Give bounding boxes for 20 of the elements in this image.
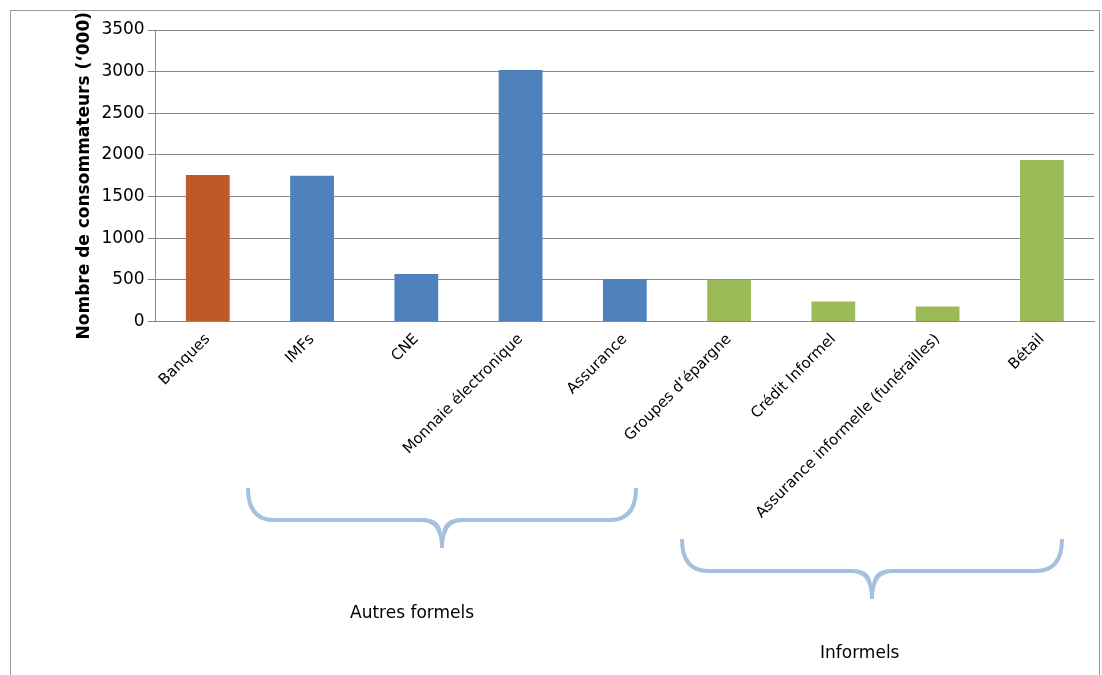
y-tick-label: 1000 bbox=[101, 226, 145, 247]
y-tick-label: 0 bbox=[133, 309, 145, 330]
y-tick-label: 1500 bbox=[101, 184, 145, 205]
text: Informels bbox=[820, 642, 900, 662]
bar bbox=[811, 301, 856, 321]
text: Autres formels bbox=[350, 602, 475, 622]
y-tick-label: 2000 bbox=[101, 143, 145, 164]
bar bbox=[1019, 159, 1064, 321]
y-axis-title: Nombre de consommateurs (‘000) bbox=[72, 12, 93, 340]
y-tick-label: 500 bbox=[112, 268, 145, 289]
bar bbox=[915, 306, 960, 321]
y-tick-label: 3000 bbox=[101, 60, 145, 81]
bar bbox=[498, 69, 543, 321]
bar bbox=[602, 279, 647, 321]
bar bbox=[185, 174, 230, 321]
bar bbox=[290, 175, 334, 321]
y-tick-label: 3500 bbox=[101, 18, 145, 39]
y-tick-label: 2500 bbox=[101, 101, 145, 122]
bar bbox=[707, 279, 751, 321]
bar bbox=[394, 274, 439, 321]
